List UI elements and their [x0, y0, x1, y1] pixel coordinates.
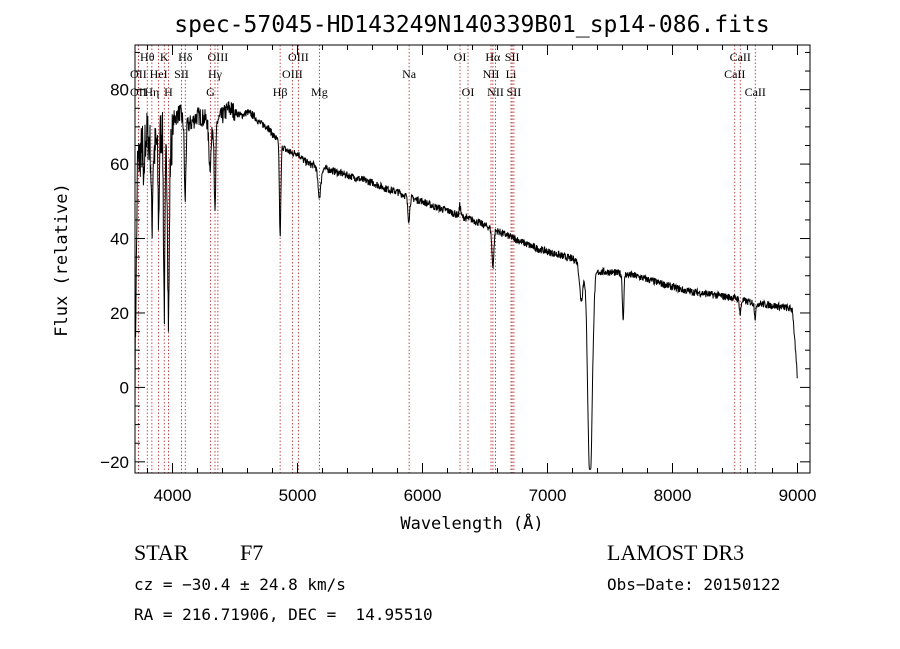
line-marker-label: CaII	[730, 50, 751, 64]
x-tick-label: 5000	[279, 486, 317, 505]
line-marker-label: Hδ	[178, 50, 193, 64]
x-axis-ticks: 4000 5000 6000 7000 8000 9000	[147, 45, 817, 505]
line-marker-label: Na	[402, 67, 417, 81]
line-marker-label: OIII	[282, 67, 303, 81]
ra-dec-coordinates: RA = 216.71906, DEC = 14.95510	[134, 605, 433, 624]
line-marker-label: CaII	[745, 85, 766, 99]
x-tick-label: 9000	[779, 486, 817, 505]
survey-name: LAMOST DR3	[607, 540, 745, 565]
redshift-cz: cz = −30.4 ± 24.8 km/s	[134, 575, 346, 594]
line-marker-label: NII	[487, 85, 504, 99]
line-marker-label: OIII	[288, 50, 309, 64]
line-marker-label: G	[206, 85, 215, 99]
line-marker-label: CaII	[724, 67, 745, 81]
line-marker-label: Hβ	[273, 85, 288, 99]
line-marker-label: Mg	[311, 85, 328, 99]
line-marker-label: OII	[130, 67, 147, 81]
line-marker-label: SII	[505, 50, 520, 64]
y-axis-ticks: −20 0 20 40 60 80	[100, 51, 810, 472]
line-marker-label: HeI	[150, 67, 168, 81]
line-marker-label: OII	[130, 85, 147, 99]
line-marker-label: OI	[462, 85, 475, 99]
y-tick-label: 40	[110, 230, 129, 249]
spectrum-line	[134, 101, 798, 470]
line-marker-label: Hγ	[208, 67, 223, 81]
line-markers	[137, 45, 756, 473]
line-marker-label: NII	[483, 67, 500, 81]
x-tick-label: 8000	[654, 486, 692, 505]
object-subclass: F7	[240, 540, 264, 565]
line-marker-label: SII	[507, 85, 522, 99]
x-tick-label: 4000	[154, 486, 192, 505]
line-marker-label: Hη	[144, 85, 159, 99]
x-axis-label: Wavelength (Å)	[400, 512, 543, 534]
line-marker-label: H	[164, 85, 173, 99]
line-marker-label: OIII	[208, 50, 229, 64]
y-tick-label: −20	[100, 453, 129, 472]
x-tick-label: 6000	[404, 486, 442, 505]
y-tick-label: 0	[120, 378, 129, 397]
line-marker-label: K	[160, 50, 169, 64]
line-marker-label: OI	[454, 50, 467, 64]
line-marker-label: Li	[506, 67, 517, 81]
plot-frame	[134, 44, 811, 474]
x-tick-label: 7000	[529, 486, 567, 505]
chart-title: spec-57045-HD143249N140339B01_sp14-086.f…	[174, 12, 769, 38]
y-tick-label: 60	[110, 155, 129, 174]
line-marker-label: SII	[174, 67, 189, 81]
y-tick-label: 80	[110, 81, 129, 100]
line-marker-label: Hα	[485, 50, 501, 64]
y-axis-label: Flux (relative)	[52, 183, 72, 337]
line-marker-label: Hθ	[140, 50, 155, 64]
y-tick-label: 20	[110, 304, 129, 323]
obs-date: Obs−Date: 20150122	[607, 575, 781, 594]
object-class: STAR	[134, 540, 189, 565]
